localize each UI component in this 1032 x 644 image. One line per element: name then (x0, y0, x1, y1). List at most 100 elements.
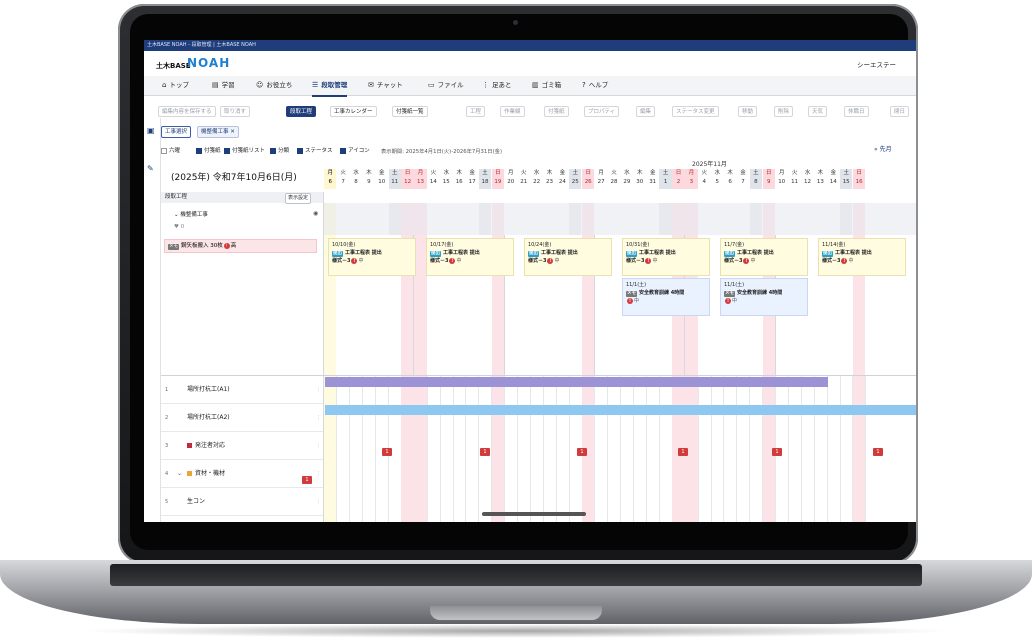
day-header-21[interactable]: 月 27 (595, 169, 607, 189)
sticky-note[interactable]: 10/10(金) 提出 工事工程表 提出 様式－3! 中 (328, 238, 416, 276)
day-header-25[interactable]: 金 31 (647, 169, 659, 189)
sticky-note[interactable]: 11/1(土) メモ 安全教育訓練 4時間! 中 (622, 278, 710, 316)
day-header-36[interactable]: 火 11 (788, 169, 800, 189)
chevron-down-icon[interactable]: ⌄ (174, 212, 179, 218)
filter-checkbox-1[interactable]: 付箋紙 (196, 147, 221, 155)
sticky-note[interactable]: 10/24(金) 提出 工事工程表 提出 様式－3! 中 (524, 238, 612, 276)
save-button[interactable]: 編集内容を保存する (158, 106, 216, 117)
day-header-37[interactable]: 水 12 (801, 169, 813, 189)
drag-handle-icon[interactable]: ⋮ (316, 471, 321, 477)
process-row-4[interactable]: 4 ⌄ 資材・機材 ⋮ (161, 460, 323, 488)
process-row-5[interactable]: 5 生コン ⋮ (161, 488, 323, 516)
checkbox-icon[interactable] (196, 147, 202, 154)
move-button[interactable]: 移動 (738, 106, 758, 117)
checkbox-icon[interactable] (224, 147, 230, 154)
add-work-line-button[interactable]: 作業線 (500, 106, 525, 117)
nav-item-5[interactable]: ▭ ファイル (428, 76, 464, 95)
drag-handle-icon[interactable]: ⋮ (316, 499, 321, 505)
flag-badge[interactable]: 1 (873, 448, 883, 456)
day-header-7[interactable]: 月 13 (414, 169, 427, 189)
holiday-button[interactable]: 休職日 (844, 106, 869, 117)
filter-checkbox-5[interactable]: アイコン (340, 147, 370, 155)
sticky-note[interactable]: 11/14(金) 提出 工事工程表 提出 様式－3! 中 (818, 238, 906, 276)
nav-item-1[interactable]: ▤ 学習 (212, 76, 235, 95)
flag-badge[interactable]: 1 (772, 448, 782, 456)
undo-button[interactable]: 取り消す (220, 106, 251, 117)
checkbox-icon[interactable] (297, 147, 303, 154)
filter-checkbox-4[interactable]: ステータス (297, 147, 333, 155)
day-header-39[interactable]: 金 14 (827, 169, 839, 189)
day-header-4[interactable]: 金 10 (376, 169, 388, 189)
status-change-button[interactable]: ステータス変更 (672, 106, 719, 117)
day-header-38[interactable]: 木 13 (814, 169, 826, 189)
day-header-41[interactable]: 日 16 (852, 169, 866, 189)
day-header-23[interactable]: 水 29 (621, 169, 633, 189)
day-header-5[interactable]: 土 11 (388, 169, 401, 189)
day-header-22[interactable]: 火 28 (608, 169, 620, 189)
day-header-20[interactable]: 日 26 (582, 169, 595, 189)
wrench-icon[interactable]: ✎ (147, 164, 154, 173)
filter-checkbox-0[interactable]: 六曜 (161, 147, 180, 155)
filter-checkbox-3[interactable]: 分類 (270, 147, 289, 155)
day-header-16[interactable]: 水 22 (530, 169, 542, 189)
nav-item-7[interactable]: ▥ ゴミ箱 (532, 76, 561, 95)
tab-calendar[interactable]: 工事カレンダー (330, 106, 377, 117)
sticky-note[interactable]: 10/31(金) 提出 工事工程表 提出 様式－3! 中 (622, 238, 710, 276)
project-chip[interactable]: 機整備工事 ✕ (197, 126, 239, 138)
weather-button[interactable]: 天気 (808, 106, 828, 117)
nav-item-2[interactable]: ☺ お役立ち (256, 76, 292, 95)
day-header-14[interactable]: 月 20 (505, 169, 517, 189)
day-header-6[interactable]: 日 12 (401, 169, 414, 189)
add-sticky-button[interactable]: 付箋紙 (544, 106, 569, 117)
process-row-3[interactable]: 3 発注者対応 ⋮ (161, 432, 323, 460)
day-off-button[interactable]: 閉日 (890, 106, 910, 117)
process-bar-2[interactable] (325, 405, 916, 415)
process-row-1[interactable]: 1 場所打杭工(A1) ⋮ (161, 376, 323, 404)
like-count[interactable]: ♥ 0 (174, 224, 184, 230)
close-icon[interactable]: ✕ (230, 129, 235, 135)
day-header-15[interactable]: 火 21 (518, 169, 530, 189)
day-header-8[interactable]: 火 14 (427, 169, 439, 189)
tab-process[interactable]: 段取工程 (286, 106, 317, 117)
company-name[interactable]: シーエステー (857, 61, 896, 69)
nav-item-6[interactable]: ⋮ 足あと (482, 76, 512, 95)
checkbox-icon[interactable] (161, 147, 167, 154)
day-header-19[interactable]: 土 25 (569, 169, 582, 189)
show-settings-button[interactable]: 表示設定 (285, 193, 312, 204)
edit-button[interactable]: 編集 (636, 106, 656, 117)
day-header-24[interactable]: 木 30 (634, 169, 646, 189)
day-header-13[interactable]: 日 19 (491, 169, 505, 189)
nav-item-0[interactable]: ⌂ トップ (162, 76, 189, 95)
day-header-9[interactable]: 水 15 (440, 169, 452, 189)
nav-item-3[interactable]: ☰ 段取管理 (312, 76, 348, 97)
day-header-40[interactable]: 土 15 (840, 169, 853, 189)
day-header-10[interactable]: 木 16 (453, 169, 465, 189)
checkbox-icon[interactable] (270, 147, 276, 154)
flag-badge[interactable]: 1 (678, 448, 688, 456)
select-project-button[interactable]: 工事選択 (161, 126, 192, 138)
process-bar-1[interactable] (325, 377, 828, 387)
group-name[interactable]: ⌄ 機整備工事 (174, 210, 208, 218)
tab-notes[interactable]: 付箋紙一覧 (392, 106, 428, 117)
checkbox-icon[interactable] (340, 147, 346, 154)
drag-handle-icon[interactable]: ⋮ (316, 387, 321, 393)
delete-button[interactable]: 削除 (774, 106, 794, 117)
sticky-note[interactable]: 10/17(金) 提出 工事工程表 提出 様式－3! 中 (426, 238, 514, 276)
day-header-18[interactable]: 金 24 (556, 169, 568, 189)
nav-item-4[interactable]: ✉ チャット (368, 76, 403, 95)
pin-icon[interactable]: ▣ (147, 126, 155, 135)
flag-badge[interactable]: 1 (302, 476, 312, 484)
flag-badge[interactable]: 1 (480, 448, 490, 456)
memo-item[interactable]: メモ 鋼矢板搬入 30枚! 高 (164, 239, 317, 253)
